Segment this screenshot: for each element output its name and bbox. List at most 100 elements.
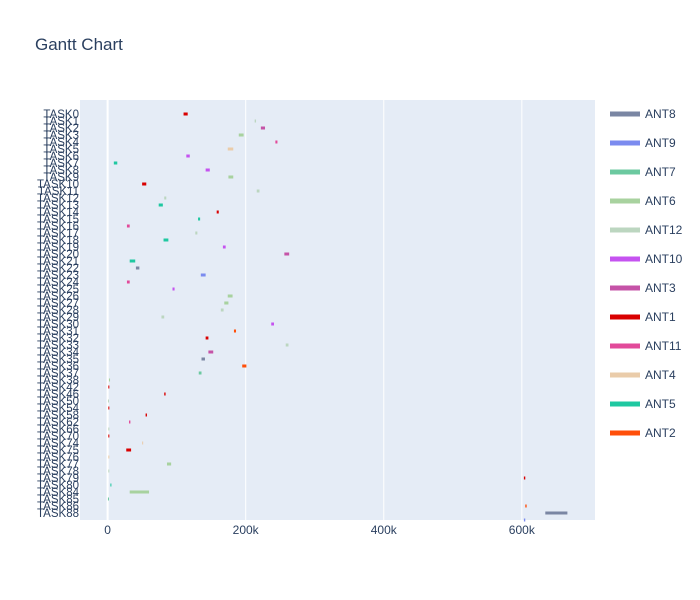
task-bar[interactable] <box>129 259 136 263</box>
task-bar[interactable] <box>208 350 214 354</box>
legend-label: ANT11 <box>645 339 682 353</box>
legend-swatch <box>610 401 640 407</box>
legend-item[interactable]: ANT8 <box>610 107 676 121</box>
task-bar[interactable] <box>254 119 257 123</box>
task-bar[interactable] <box>163 238 169 242</box>
task-bar[interactable] <box>275 140 278 144</box>
task-bar[interactable] <box>227 147 234 151</box>
task-bar[interactable] <box>224 301 229 305</box>
task-bar[interactable] <box>135 266 140 270</box>
y-tick-label: TASK77 <box>37 459 79 471</box>
task-bar[interactable] <box>172 287 175 291</box>
task-bar[interactable] <box>227 294 233 298</box>
task-bar[interactable] <box>285 343 289 347</box>
task-bar[interactable] <box>198 371 202 375</box>
task-bar[interactable] <box>228 175 234 179</box>
y-tick-label: TASK26 <box>37 291 79 303</box>
task-bar[interactable] <box>271 322 274 326</box>
y-tick-label: TASK28 <box>37 305 79 317</box>
legend-item[interactable]: ANT9 <box>610 136 676 150</box>
task-bar[interactable] <box>113 161 118 165</box>
gridlines <box>106 100 523 520</box>
legend-item[interactable]: ANT2 <box>610 426 676 440</box>
y-tick-label: TASK35 <box>37 354 79 366</box>
legend-item[interactable]: ANT12 <box>610 223 683 237</box>
task-bar[interactable] <box>129 420 131 424</box>
y-tick-label: TASK80 <box>37 480 79 492</box>
task-bar[interactable] <box>523 518 526 522</box>
task-bar[interactable] <box>195 231 198 235</box>
task-bar[interactable] <box>158 203 163 207</box>
y-tick-label: TASK11 <box>38 186 79 198</box>
legend-swatch <box>610 111 640 117</box>
y-tick-label: TASK12 <box>37 193 79 205</box>
y-tick-label: TASK37 <box>37 368 79 380</box>
legend-label: ANT2 <box>645 426 676 440</box>
task-bar[interactable] <box>108 455 110 459</box>
legend-swatch <box>610 140 640 146</box>
task-bar[interactable] <box>284 252 290 256</box>
y-tick-label: TASK29 <box>37 312 79 324</box>
task-bar[interactable] <box>220 308 224 312</box>
y-tick-label: TASK34 <box>37 347 80 359</box>
legend-item[interactable]: ANT3 <box>610 281 676 295</box>
task-bar[interactable] <box>145 413 147 417</box>
task-bar[interactable] <box>216 210 219 214</box>
task-bar[interactable] <box>205 336 209 340</box>
task-bar[interactable] <box>126 280 130 284</box>
legend-item[interactable]: ANT11 <box>610 339 682 353</box>
task-bar[interactable] <box>142 441 144 445</box>
legend[interactable]: ANT8 ANT9 ANT7 ANT6 ANT12 ANT10 ANT3 ANT1 ANT11 A… <box>610 107 683 440</box>
task-bar[interactable] <box>525 504 527 508</box>
task-bar[interactable] <box>233 329 237 333</box>
task-bar[interactable] <box>201 357 205 361</box>
y-tick-label: TASK2 <box>43 123 79 135</box>
task-bar[interactable] <box>256 189 260 193</box>
legend-item[interactable]: ANT5 <box>610 397 676 411</box>
task-bar[interactable] <box>260 126 266 130</box>
task-bar[interactable] <box>242 364 247 368</box>
task-bar[interactable] <box>107 497 109 501</box>
task-bar[interactable] <box>126 224 130 228</box>
task-bar[interactable] <box>108 469 110 473</box>
task-bar[interactable] <box>166 462 172 466</box>
x-tick-label: 200k <box>233 523 260 537</box>
task-bar[interactable] <box>142 182 147 186</box>
task-bar[interactable] <box>108 406 110 410</box>
x-tick-label: 400k <box>371 523 398 537</box>
legend-label: ANT7 <box>645 165 676 179</box>
y-tick-label: TASK66 <box>37 424 79 436</box>
task-bar[interactable] <box>238 133 244 137</box>
legend-item[interactable]: ANT1 <box>610 310 676 324</box>
legend-item[interactable]: ANT6 <box>610 194 676 208</box>
task-bar[interactable] <box>126 448 132 452</box>
task-bar[interactable] <box>164 392 166 396</box>
task-bar[interactable] <box>161 315 165 319</box>
y-tick-label: TASK23 <box>37 270 79 282</box>
task-bar[interactable] <box>205 168 210 172</box>
task-bar[interactable] <box>186 154 190 158</box>
task-bar[interactable] <box>108 434 110 438</box>
task-bar[interactable] <box>198 217 201 221</box>
task-bar[interactable] <box>108 385 110 389</box>
task-bar[interactable] <box>110 483 112 487</box>
task-bar[interactable] <box>108 378 111 382</box>
legend-item[interactable]: ANT4 <box>610 368 676 382</box>
y-tick-label: TASK19 <box>37 242 79 254</box>
legend-item[interactable]: ANT7 <box>610 165 676 179</box>
task-bar[interactable] <box>523 476 526 480</box>
legend-item[interactable]: ANT10 <box>610 252 683 266</box>
task-bar[interactable] <box>164 196 167 200</box>
task-bar[interactable] <box>200 273 206 277</box>
legend-swatch <box>610 285 640 291</box>
task-bar[interactable] <box>183 112 188 116</box>
y-tick-label: TASK50 <box>37 396 79 408</box>
y-tick-label: TASK27 <box>37 298 79 310</box>
task-bar[interactable] <box>108 427 110 431</box>
task-bar[interactable] <box>129 490 150 494</box>
task-bar[interactable] <box>222 245 226 249</box>
y-tick-label: TASK1 <box>43 116 79 128</box>
task-bar[interactable] <box>545 511 568 515</box>
task-bar[interactable] <box>107 399 109 403</box>
